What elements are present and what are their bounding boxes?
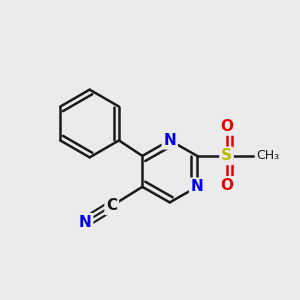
Text: N: N: [191, 179, 203, 194]
Text: CH₃: CH₃: [256, 149, 279, 162]
Text: S: S: [221, 148, 232, 164]
Text: O: O: [220, 119, 233, 134]
Text: C: C: [106, 198, 117, 213]
Text: O: O: [220, 178, 233, 193]
Text: N: N: [79, 214, 92, 230]
Text: N: N: [164, 133, 176, 148]
